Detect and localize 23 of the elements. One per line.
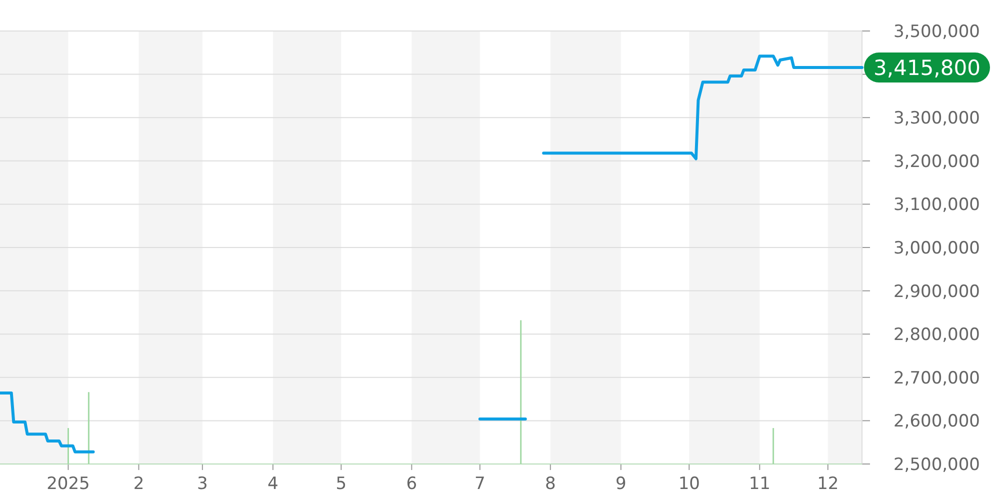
x-tick-label: 10 — [678, 474, 700, 494]
x-tick-label: 5 — [336, 474, 347, 494]
y-tick-label: 2,800,000 — [893, 325, 980, 346]
x-tick-label: 2 — [133, 474, 144, 494]
y-tick-label: 2,600,000 — [893, 412, 980, 432]
x-tick-label: 3 — [197, 474, 208, 494]
annotation: 3,415,800 — [874, 56, 980, 80]
x-tick-label: 4 — [268, 474, 278, 494]
y-tick-label: 3,500,000 — [893, 22, 980, 42]
x-tick-label: 11 — [748, 474, 770, 494]
x-tick-label: 7 — [474, 474, 486, 494]
y-tick-label: 3,000,000 — [893, 238, 980, 258]
y-tick-label: 2,500,000 — [893, 454, 980, 475]
x-tick-label: 8 — [544, 474, 556, 494]
y-tick-label: 2,900,000 — [893, 282, 980, 302]
x-tick-label: 9 — [616, 474, 626, 494]
x-tick-label: 12 — [817, 474, 839, 494]
x-tick-label: 6 — [406, 474, 418, 494]
y-tick-label: 2,700,000 — [893, 368, 980, 388]
x-tick-label: 2025 — [46, 474, 90, 494]
y-tick-label: 3,100,000 — [893, 195, 980, 216]
y-tick-label: 3,300,000 — [893, 108, 980, 129]
y-tick-label: 3,200,000 — [893, 152, 980, 172]
